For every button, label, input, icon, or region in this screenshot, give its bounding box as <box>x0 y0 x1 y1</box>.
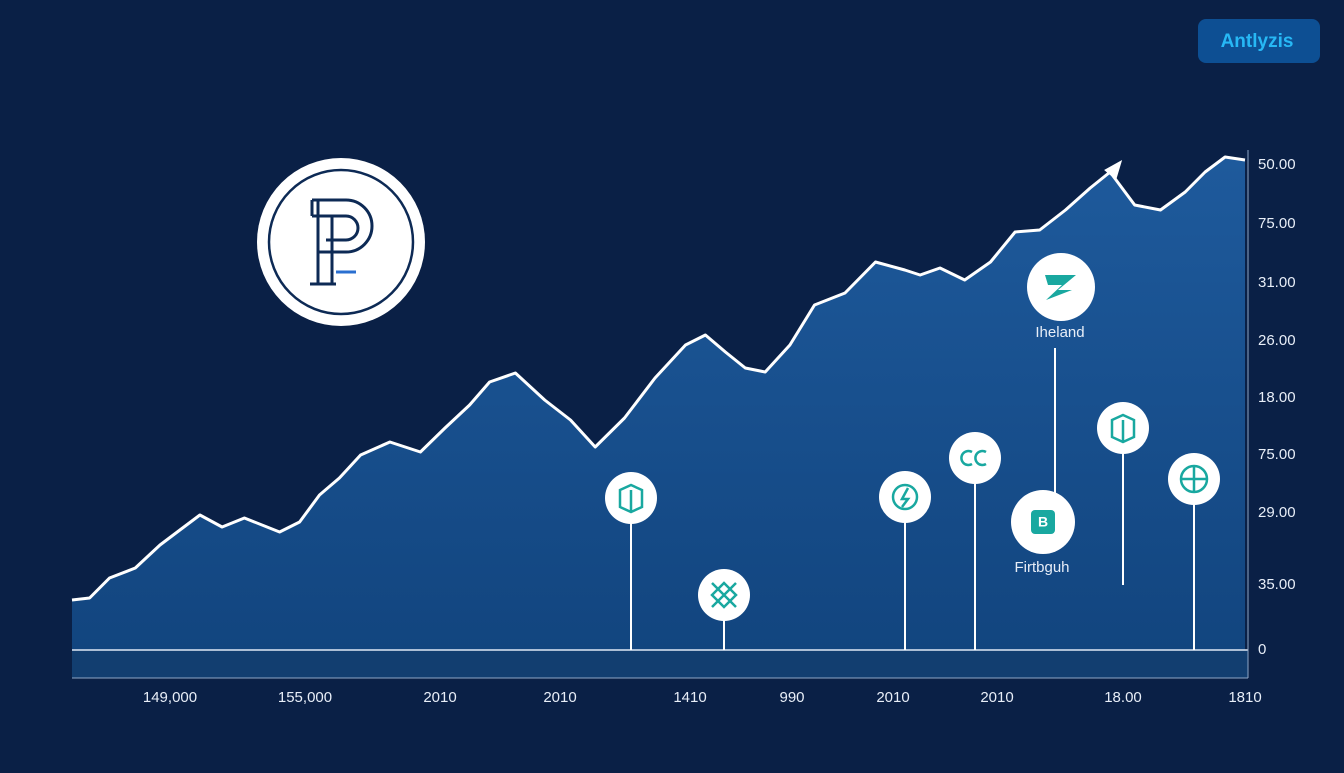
pins: B <box>605 253 1220 650</box>
analysis-button[interactable] <box>1198 19 1320 63</box>
x-label: 155,000 <box>278 689 332 706</box>
y-label: 29.00 <box>1258 504 1296 521</box>
y-label: 0 <box>1258 641 1266 658</box>
coin-icon <box>257 158 425 326</box>
baseline-band <box>72 650 1248 678</box>
y-label: 75.00 <box>1258 215 1296 232</box>
y-label: 31.00 <box>1258 274 1296 291</box>
area <box>72 157 1245 650</box>
arrow-head <box>1104 160 1123 180</box>
annotation: Iheland <box>1035 324 1084 341</box>
line <box>71 155 1246 602</box>
plot <box>71 155 1246 650</box>
x-label: 1410 <box>673 689 706 706</box>
x-labels: 149,000 155,000 2010 2010 1410 990 2010 2010 18.… <box>143 689 1262 706</box>
x-label: 1810 <box>1228 689 1261 706</box>
x-label: 990 <box>779 689 804 706</box>
x-label: 2010 <box>876 689 909 706</box>
y-label: 75.00 <box>1258 446 1296 463</box>
x-label: 2010 <box>543 689 576 706</box>
x-label: 2010 <box>980 689 1013 706</box>
y-label: 26.00 <box>1258 332 1296 349</box>
y-labels: 50.00 75.00 31.00 26.00 18.00 75.00 29.00 35.00… <box>1258 156 1296 658</box>
x-label: 149,000 <box>143 689 197 706</box>
x-label: 18.00 <box>1104 689 1142 706</box>
y-label: 18.00 <box>1258 389 1296 406</box>
button-label[interactable]: Antlyzis <box>1221 31 1294 52</box>
svg-text:B: B <box>1038 514 1048 530</box>
y-label: 50.00 <box>1258 156 1296 173</box>
y-label: 35.00 <box>1258 576 1296 593</box>
annotation: Firtbguh <box>1014 559 1069 576</box>
x-label: 2010 <box>423 689 456 706</box>
